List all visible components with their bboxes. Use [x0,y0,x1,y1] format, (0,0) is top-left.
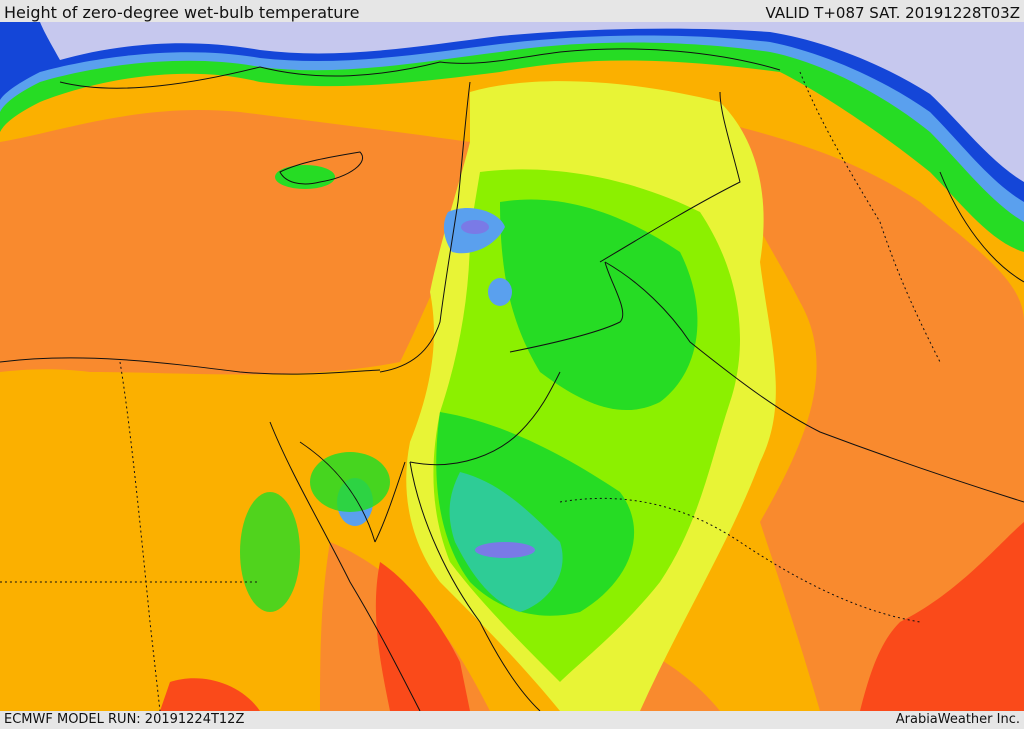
border-iraq-iran [799,71,941,363]
field-very-high-se [860,522,1024,711]
field-violet-hejaz [475,542,535,558]
field-green-cyprus [275,165,335,189]
border-saudi-iraq [604,261,1024,503]
field-violet-lebanon [461,220,489,234]
field-very-high-redsea [375,562,470,711]
field-teal [449,472,563,612]
coastlines-and-borders [0,48,1024,711]
credit-label: ArabiaWeather Inc. [895,712,1020,727]
footer-bar: ECMWF MODEL RUN: 20191224T12Z ArabiaWeat… [0,711,1024,729]
border-syria-iraq [599,91,741,263]
map-title: Height of zero-degree wet-bulb temperatu… [4,3,360,22]
header-bar: Height of zero-degree wet-bulb temperatu… [0,0,1024,22]
field-green-egypt [240,492,300,612]
coastline-egypt [0,357,381,375]
field-blue-jordan [488,278,512,306]
weather-map [0,22,1024,711]
field-low-lavender [40,22,1024,182]
field-very-high-sw [160,678,260,711]
border-jordan [509,261,624,353]
field-high-east [720,122,1024,711]
coastline-north [59,48,781,89]
field-high-med [0,109,470,375]
field-green-sinai [310,452,390,512]
coastline-gulf [939,171,1024,283]
field-green [500,199,698,411]
coastline-redsea-west [269,421,421,711]
wet-bulb-field [0,22,1024,711]
field-cold-band-north [0,22,1024,252]
coastline-redsea-east [409,461,541,711]
coastline-levant [379,81,471,373]
valid-time-label: VALID T+087 SAT. 20191228T03Z [765,4,1020,22]
cyprus-outline [279,151,363,185]
model-run-label: ECMWF MODEL RUN: 20191224T12Z [4,712,245,727]
border-jordan-saudi [409,371,561,466]
coastline-sinai [299,441,406,543]
border-saudi-internal [559,497,921,623]
